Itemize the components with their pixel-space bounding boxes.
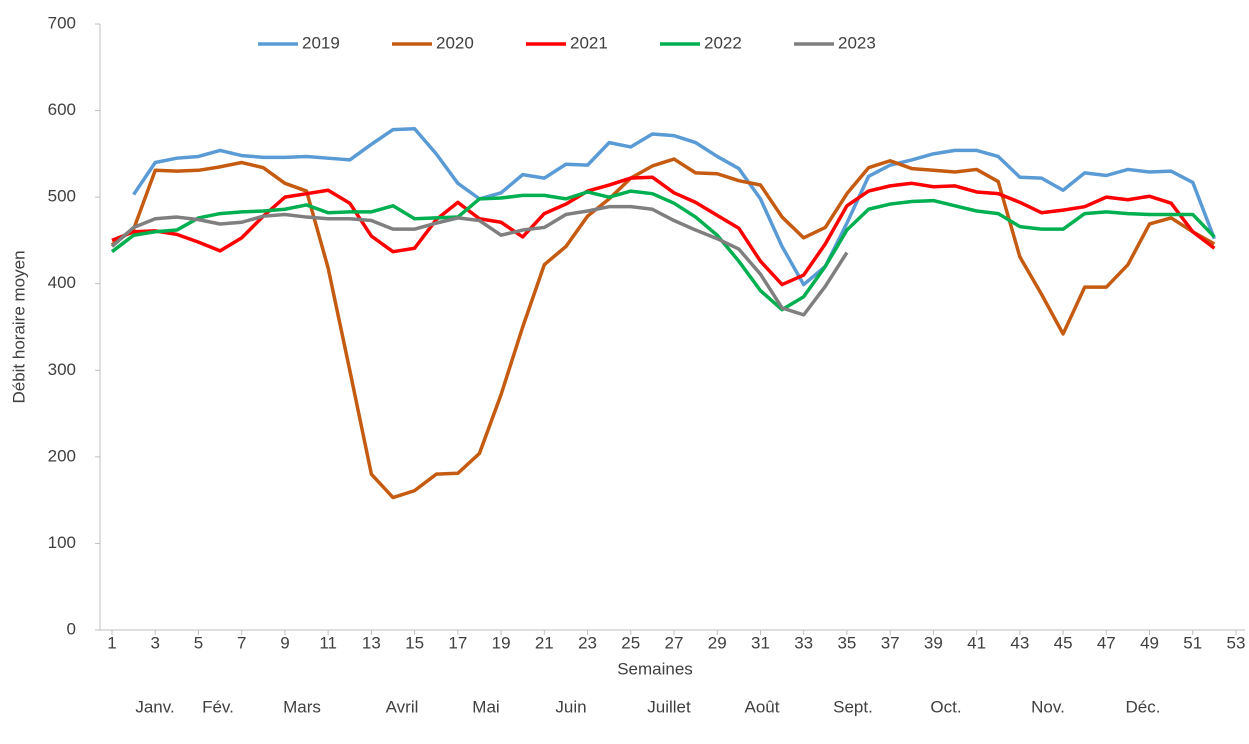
- x-tick-label: 21: [535, 633, 554, 652]
- series-line: [110, 157, 1216, 500]
- month-label: Janv.: [135, 697, 174, 716]
- legend-label: 2022: [704, 33, 742, 52]
- month-label: Juin: [555, 697, 586, 716]
- x-tick-label: 31: [751, 633, 770, 652]
- month-label: Mai: [472, 697, 499, 716]
- x-tick-label: 49: [1140, 633, 1159, 652]
- x-tick-label: 9: [280, 633, 289, 652]
- legend-label: 2021: [570, 33, 608, 52]
- month-label: Juillet: [647, 697, 691, 716]
- x-axis-title: Semaines: [617, 659, 693, 678]
- month-label: Sept.: [833, 697, 873, 716]
- x-tick-label: 47: [1097, 633, 1116, 652]
- y-tick-label: 0: [67, 619, 76, 638]
- legend-label: 2020: [436, 33, 474, 52]
- series-line: [110, 204, 849, 317]
- month-label: Oct.: [930, 697, 961, 716]
- legend-label: 2019: [302, 33, 340, 52]
- x-tick-label: 39: [924, 633, 943, 652]
- y-tick-label: 200: [48, 446, 76, 465]
- y-tick-label: 500: [48, 187, 76, 206]
- x-tick-label: 7: [237, 633, 246, 652]
- x-tick-label: 29: [708, 633, 727, 652]
- y-tick-label: 300: [48, 360, 76, 379]
- x-tick-label: 51: [1183, 633, 1202, 652]
- legend-label: 2023: [838, 33, 876, 52]
- x-tick-label: 5: [194, 633, 203, 652]
- x-tick-label: 27: [665, 633, 684, 652]
- month-label: Avril: [386, 697, 419, 716]
- x-tick-label: 13: [362, 633, 381, 652]
- month-label: Nov.: [1031, 697, 1065, 716]
- x-tick-label: 37: [881, 633, 900, 652]
- x-tick-label: 53: [1227, 633, 1246, 652]
- x-tick-label: 11: [319, 633, 337, 652]
- x-tick-label: 1: [107, 633, 116, 652]
- x-tick-label: 17: [448, 633, 467, 652]
- y-tick-label: 700: [48, 13, 76, 32]
- series-line: [110, 189, 1216, 312]
- x-tick-label: 23: [578, 633, 597, 652]
- y-tick-label: 400: [48, 273, 76, 292]
- y-axis-title: Débit horaire moyen: [9, 250, 28, 403]
- x-tick-label: 33: [794, 633, 813, 652]
- month-label: Août: [745, 697, 780, 716]
- y-tick-label: 600: [48, 100, 76, 119]
- x-tick-label: 15: [405, 633, 424, 652]
- x-tick-label: 19: [492, 633, 511, 652]
- month-label: Mars: [283, 697, 321, 716]
- x-tick-label: 43: [1010, 633, 1029, 652]
- y-tick-label: 100: [48, 533, 76, 552]
- series-line: [132, 127, 1217, 287]
- series-line: [111, 175, 1216, 287]
- x-tick-label: 45: [1054, 633, 1073, 652]
- x-tick-label: 3: [150, 633, 159, 652]
- x-tick-label: 41: [967, 633, 986, 652]
- x-tick-label: 25: [621, 633, 640, 652]
- month-label: Fév.: [202, 697, 234, 716]
- month-label: Déc.: [1126, 697, 1161, 716]
- x-tick-label: 35: [837, 633, 856, 652]
